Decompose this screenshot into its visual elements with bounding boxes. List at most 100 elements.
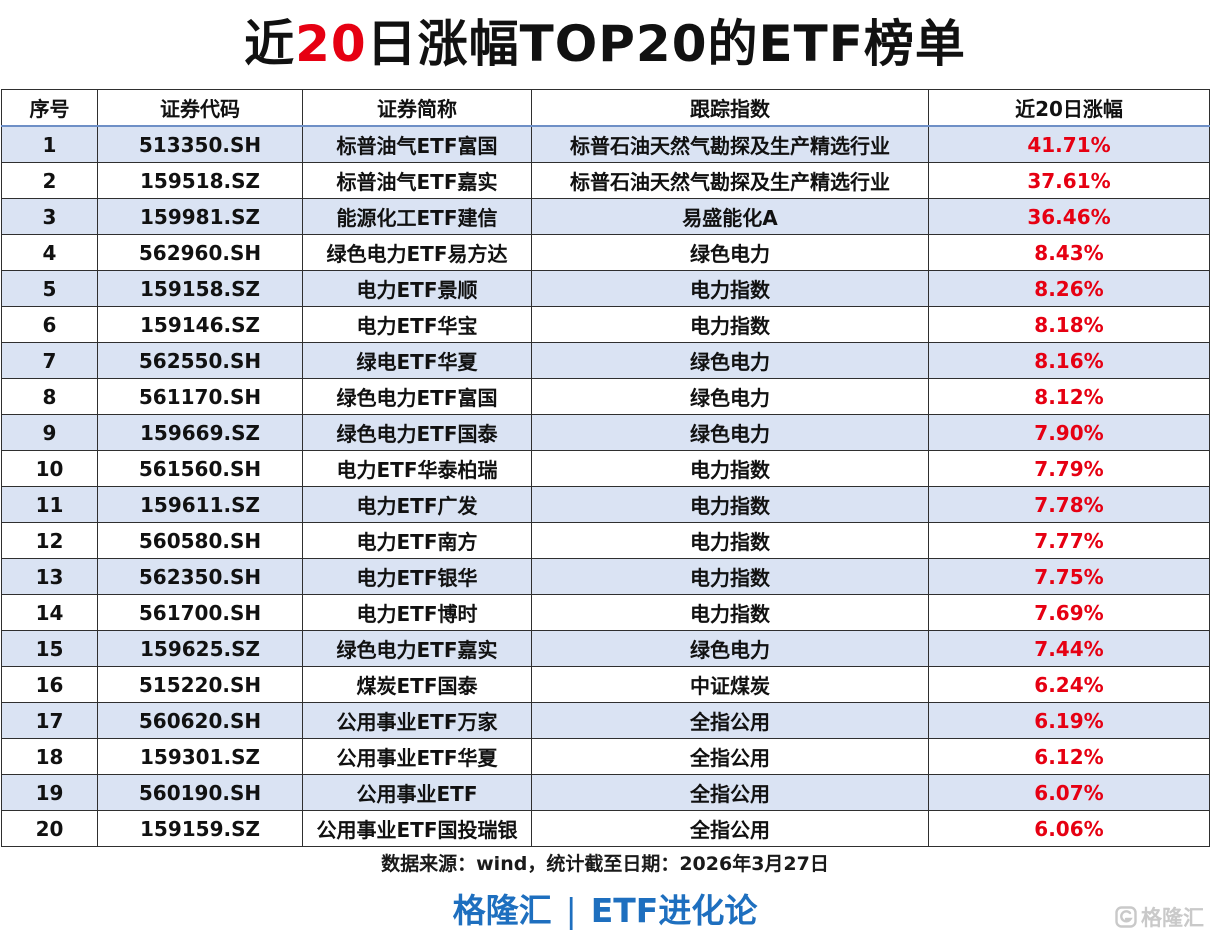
header-name: 证券简称 [302, 89, 532, 127]
cell-name: 绿色电力ETF国泰 [302, 414, 532, 451]
cell-index: 全指公用 [531, 702, 929, 739]
cell-index: 绿色电力 [531, 414, 929, 451]
header-code: 证券代码 [97, 89, 303, 127]
cell-index: 标普石油天然气勘探及生产精选行业 [531, 162, 929, 199]
cell-name: 绿色电力ETF富国 [302, 378, 532, 415]
table-row: 18 159301.SZ 公用事业ETF华夏 全指公用 6.12% [1, 738, 1210, 775]
cell-index: 电力指数 [531, 522, 929, 559]
cell-index: 易盛能化A [531, 198, 929, 235]
cell-code: 159158.SZ [97, 270, 303, 307]
cell-change: 7.90% [928, 414, 1210, 451]
title-suffix: 日涨幅TOP20的ETF榜单 [366, 15, 966, 73]
cell-name: 电力ETF银华 [302, 558, 532, 595]
cell-code: 560580.SH [97, 522, 303, 559]
cell-change: 6.06% [928, 810, 1210, 847]
cell-rank: 12 [1, 522, 98, 559]
cell-code: 513350.SH [97, 125, 303, 163]
cell-rank: 13 [1, 558, 98, 595]
table-row: 12 560580.SH 电力ETF南方 电力指数 7.77% [1, 522, 1210, 559]
cell-rank: 4 [1, 234, 98, 271]
table-row: 13 562350.SH 电力ETF银华 电力指数 7.75% [1, 558, 1210, 595]
cell-change: 37.61% [928, 162, 1210, 199]
cell-change: 8.18% [928, 306, 1210, 343]
cell-code: 562350.SH [97, 558, 303, 595]
table-row: 14 561700.SH 电力ETF博时 电力指数 7.69% [1, 594, 1210, 631]
watermark-text: 格隆汇 [1141, 906, 1204, 930]
cell-index: 绿色电力 [531, 630, 929, 667]
cell-rank: 17 [1, 702, 98, 739]
page-title: 近20日涨幅TOP20的ETF榜单 [0, 6, 1210, 82]
footer-brand-name: 格隆汇 [452, 891, 552, 930]
cell-code: 159301.SZ [97, 738, 303, 775]
cell-change: 7.78% [928, 486, 1210, 523]
header-rank: 序号 [1, 89, 98, 127]
cell-index: 全指公用 [531, 738, 929, 775]
cell-name: 煤炭ETF国泰 [302, 666, 532, 703]
cell-code: 159669.SZ [97, 414, 303, 451]
table-row: 3 159981.SZ 能源化工ETF建信 易盛能化A 36.46% [1, 198, 1210, 235]
footer-brand: 格隆汇 | ETF进化论 [0, 886, 1210, 936]
cell-name: 公用事业ETF万家 [302, 702, 532, 739]
cell-change: 7.44% [928, 630, 1210, 667]
table-row: 1 513350.SH 标普油气ETF富国 标普石油天然气勘探及生产精选行业 41.71… [1, 125, 1210, 163]
cell-code: 562960.SH [97, 234, 303, 271]
table-row: 10 561560.SH 电力ETF华泰柏瑞 电力指数 7.79% [1, 450, 1210, 487]
cell-index: 电力指数 [531, 306, 929, 343]
table-header-row: 序号 证券代码 证券简称 跟踪指数 近20日涨幅 [1, 89, 1210, 127]
cell-rank: 15 [1, 630, 98, 667]
cell-rank: 2 [1, 162, 98, 199]
cell-name: 公用事业ETF [302, 774, 532, 811]
cell-rank: 11 [1, 486, 98, 523]
cell-index: 电力指数 [531, 594, 929, 631]
cell-code: 561700.SH [97, 594, 303, 631]
header-index: 跟踪指数 [531, 89, 929, 127]
cell-rank: 8 [1, 378, 98, 415]
cell-change: 7.79% [928, 450, 1210, 487]
cell-code: 560620.SH [97, 702, 303, 739]
table-row: 6 159146.SZ 电力ETF华宝 电力指数 8.18% [1, 306, 1210, 343]
watermark: 格隆汇 [1115, 902, 1204, 932]
table-row: 8 561170.SH 绿色电力ETF富国 绿色电力 8.12% [1, 378, 1210, 415]
cell-code: 561170.SH [97, 378, 303, 415]
header-change: 近20日涨幅 [928, 89, 1210, 127]
table-row: 11 159611.SZ 电力ETF广发 电力指数 7.78% [1, 486, 1210, 523]
cell-name: 标普油气ETF嘉实 [302, 162, 532, 199]
table-row: 19 560190.SH 公用事业ETF 全指公用 6.07% [1, 774, 1210, 811]
table-row: 20 159159.SZ 公用事业ETF国投瑞银 全指公用 6.06% [1, 810, 1210, 847]
cell-rank: 7 [1, 342, 98, 379]
title-prefix: 近 [244, 15, 296, 73]
cell-rank: 16 [1, 666, 98, 703]
table-body: 1 513350.SH 标普油气ETF富国 标普石油天然气勘探及生产精选行业 41.71… [1, 125, 1210, 847]
cell-index: 电力指数 [531, 558, 929, 595]
title-highlight: 20 [295, 15, 367, 73]
cell-change: 6.24% [928, 666, 1210, 703]
cell-code: 159981.SZ [97, 198, 303, 235]
cell-name: 电力ETF华泰柏瑞 [302, 450, 532, 487]
cell-change: 6.19% [928, 702, 1210, 739]
table-row: 4 562960.SH 绿色电力ETF易方达 绿色电力 8.43% [1, 234, 1210, 271]
cell-name: 电力ETF南方 [302, 522, 532, 559]
cell-change: 7.77% [928, 522, 1210, 559]
cell-change: 8.16% [928, 342, 1210, 379]
cell-index: 标普石油天然气勘探及生产精选行业 [531, 125, 929, 163]
cell-code: 560190.SH [97, 774, 303, 811]
gelonghui-logo-icon [1115, 906, 1137, 928]
cell-code: 159159.SZ [97, 810, 303, 847]
cell-code: 159611.SZ [97, 486, 303, 523]
cell-code: 159518.SZ [97, 162, 303, 199]
table-row: 15 159625.SZ 绿色电力ETF嘉实 绿色电力 7.44% [1, 630, 1210, 667]
cell-rank: 10 [1, 450, 98, 487]
table-row: 17 560620.SH 公用事业ETF万家 全指公用 6.19% [1, 702, 1210, 739]
cell-index: 电力指数 [531, 270, 929, 307]
cell-name: 绿色电力ETF嘉实 [302, 630, 532, 667]
cell-rank: 19 [1, 774, 98, 811]
table-row: 9 159669.SZ 绿色电力ETF国泰 绿色电力 7.90% [1, 414, 1210, 451]
cell-name: 能源化工ETF建信 [302, 198, 532, 235]
cell-change: 8.26% [928, 270, 1210, 307]
cell-code: 159625.SZ [97, 630, 303, 667]
cell-index: 全指公用 [531, 774, 929, 811]
cell-rank: 14 [1, 594, 98, 631]
cell-name: 标普油气ETF富国 [302, 125, 532, 163]
cell-index: 绿色电力 [531, 234, 929, 271]
cell-name: 电力ETF广发 [302, 486, 532, 523]
